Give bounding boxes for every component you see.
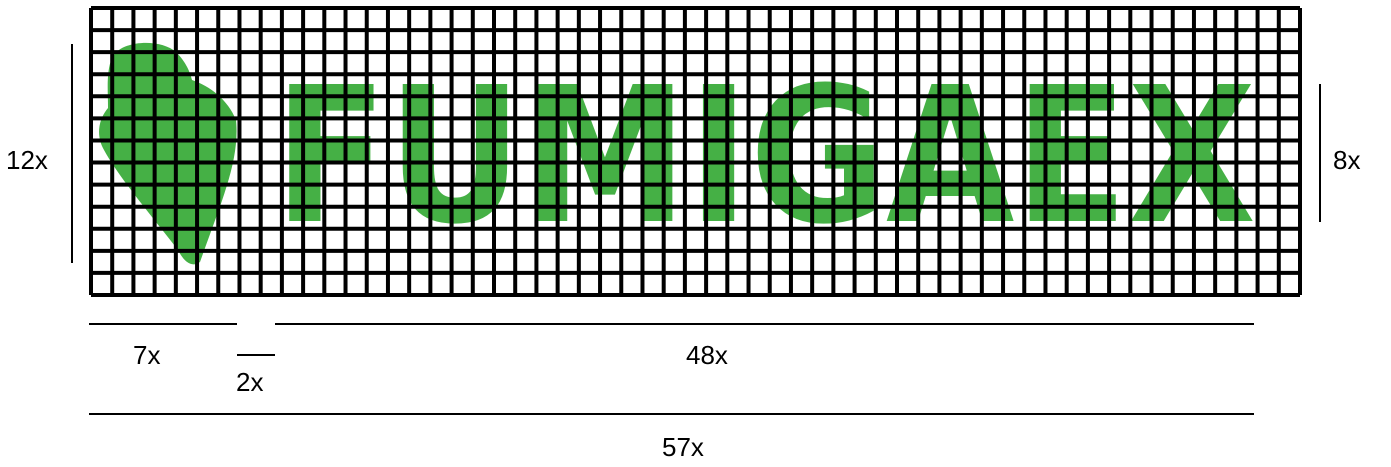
gap-width-label: 2x: [236, 367, 263, 397]
text-width-label: 48x: [686, 340, 728, 370]
left-height-label: 12x: [6, 145, 48, 175]
icon-width-label: 7x: [133, 340, 160, 370]
right-height-label: 8x: [1333, 145, 1360, 175]
grid-background: [91, 8, 1300, 295]
total-width-label: 57x: [662, 432, 704, 462]
grid-lines: [89, 6, 1302, 297]
